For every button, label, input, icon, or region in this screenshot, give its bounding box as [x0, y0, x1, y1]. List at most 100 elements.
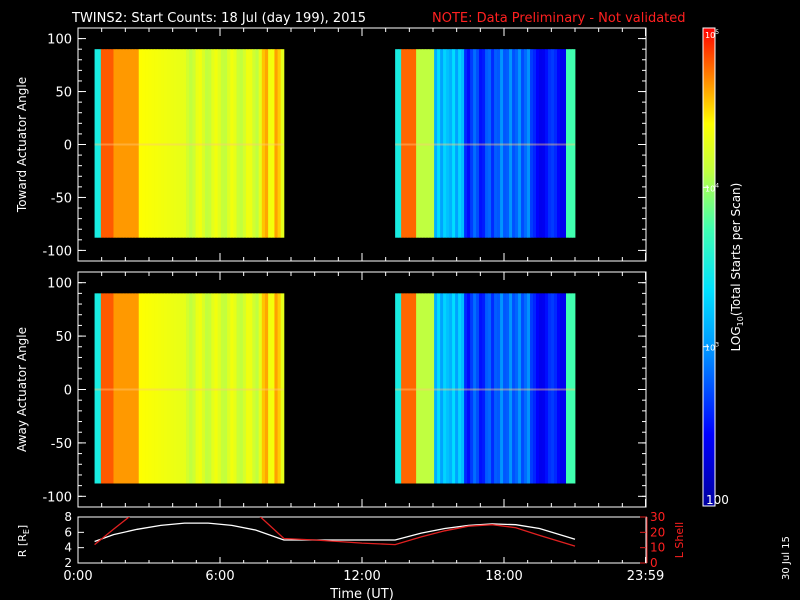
heatmap-column: [246, 293, 250, 484]
heatmap-column: [428, 293, 432, 484]
heatmap-column: [470, 49, 474, 238]
colorbar-tick-label: 100: [706, 493, 729, 507]
heatmap-column: [545, 293, 549, 484]
y-tick-label: 50: [55, 86, 72, 101]
x-tick-label: 6:00: [205, 569, 234, 584]
heatmap-column: [509, 293, 513, 484]
heatmap-column: [467, 293, 471, 484]
heatmap-column: [572, 293, 576, 484]
heatmap-column: [491, 49, 495, 238]
heatmap-column: [167, 49, 171, 238]
heatmap-column: [416, 49, 420, 238]
heatmap-column: [500, 293, 504, 484]
r-tick-label: 2: [64, 556, 72, 570]
heatmap-column: [179, 49, 184, 238]
heatmap-column: [437, 49, 441, 238]
heatmap-block: [395, 293, 576, 484]
heatmap-column: [533, 49, 537, 238]
heatmap-column: [126, 293, 130, 484]
heatmap-column: [135, 293, 140, 484]
heatmap-column: [413, 293, 417, 484]
heatmap-column: [494, 293, 498, 484]
colorbar-tick-base: 10: [705, 184, 715, 193]
heatmap-column: [545, 49, 549, 238]
heatmap-column: [141, 49, 146, 238]
heatmap-column: [116, 49, 121, 238]
heatmap-column: [261, 293, 266, 484]
heatmap-column: [97, 49, 102, 238]
heatmap-column: [458, 49, 462, 238]
heatmap-column: [274, 293, 278, 484]
heatmap-column: [542, 49, 546, 238]
heatmap-column: [449, 49, 453, 238]
heatmap-column: [560, 293, 564, 484]
away-heatmap-panel: 100 50 0 -50 -100 Away Actuator Angle: [15, 271, 647, 508]
heatmap-column: [533, 293, 537, 484]
heatmap-column: [274, 49, 278, 238]
heatmap-column: [113, 293, 118, 484]
heatmap-column: [464, 293, 468, 484]
heatmap-column: [122, 49, 127, 238]
heatmap-column: [255, 293, 260, 484]
heatmap-column: [230, 293, 234, 484]
heatmap-column: [173, 49, 178, 238]
heatmap-column: [485, 49, 489, 238]
colorbar-tick-label: 105: [705, 29, 719, 40]
heatmap-column: [419, 293, 423, 484]
heatmap-column: [431, 293, 435, 484]
heatmap-column: [527, 49, 531, 238]
heatmap-column: [554, 49, 558, 238]
heatmap-column: [179, 293, 184, 484]
zero-angle-stripe: [94, 143, 284, 146]
heatmap-column: [563, 293, 567, 484]
colorbar-label-suffix: (Total Starts per Scan): [729, 183, 743, 317]
heatmap-column: [464, 49, 468, 238]
heatmap-column: [249, 293, 253, 484]
heatmap-column: [512, 49, 516, 238]
heatmap-column: [113, 49, 118, 238]
y-axis-label: Toward Actuator Angle: [15, 77, 29, 213]
y-tick-label: 50: [55, 330, 72, 345]
heatmap-column: [151, 49, 155, 238]
heatmap-column: [227, 293, 231, 484]
heatmap-column: [242, 293, 247, 484]
heatmap-column: [223, 293, 228, 484]
y-tick-label: 0: [64, 384, 72, 399]
colorbar-tick-base: 10: [705, 344, 715, 353]
heatmap-column: [476, 49, 480, 238]
heatmap-column: [470, 293, 474, 484]
heatmap-column: [410, 293, 414, 484]
heatmap-column: [443, 49, 447, 238]
heatmap-column: [138, 293, 143, 484]
heatmap-column: [126, 49, 130, 238]
heatmap-column: [239, 49, 244, 238]
heatmap-column: [398, 49, 402, 238]
heatmap-column: [192, 49, 196, 238]
heatmap-column: [455, 49, 459, 238]
heatmap-column: [476, 293, 480, 484]
y-tick-label: 100: [47, 33, 72, 48]
heatmap-column: [404, 293, 408, 484]
heatmap-column: [443, 293, 447, 484]
heatmap-column: [236, 293, 241, 484]
heatmap-column: [428, 49, 432, 238]
colorbar-label-prefix: LOG: [729, 326, 743, 351]
heatmap-block: [94, 293, 285, 484]
heatmap-column: [566, 49, 570, 238]
heatmap-column: [192, 293, 196, 484]
heatmap-column: [160, 293, 165, 484]
heatmap-column: [176, 49, 181, 238]
heatmap-column: [488, 293, 492, 484]
heatmap-column: [198, 49, 203, 238]
heatmap-column: [227, 49, 231, 238]
heatmap-column: [449, 293, 453, 484]
heatmap-column: [170, 293, 174, 484]
heatmap-column: [491, 293, 495, 484]
colorbar-tick-exp: 5: [715, 29, 719, 36]
heatmap-column: [554, 293, 558, 484]
heatmap-column: [198, 293, 203, 484]
heatmap-column: [220, 293, 225, 484]
heatmap-column: [135, 49, 140, 238]
